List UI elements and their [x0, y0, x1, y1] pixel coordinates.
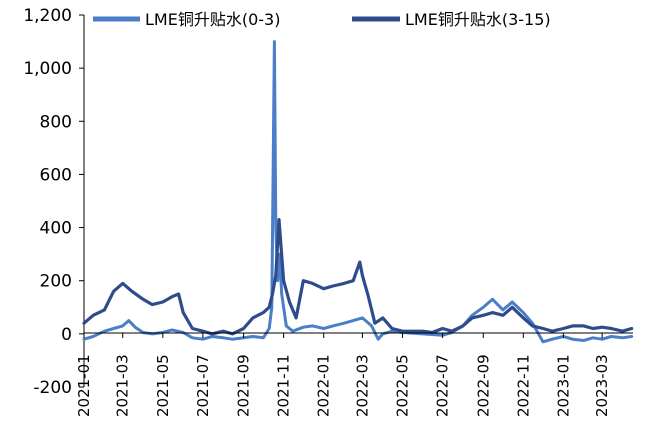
- y-tick-label: -200: [33, 378, 72, 398]
- x-tick-label: 2021-05: [154, 354, 172, 417]
- x-tick-label: 2021-03: [114, 354, 132, 417]
- y-axis: -200 0 200 400 600 800 1,000 1,200: [23, 6, 85, 398]
- series-line-0-3: [82, 40, 634, 344]
- y-tick-label: 800: [40, 112, 72, 132]
- x-tick-label: 2021-07: [194, 354, 212, 417]
- x-tick-label: 2022-09: [474, 354, 492, 417]
- x-tick-label: 2023-01: [554, 354, 572, 417]
- y-tick-label: 0: [61, 325, 72, 345]
- y-tick-label: 400: [40, 219, 72, 239]
- x-tick-label: 2022-05: [393, 354, 411, 417]
- series-line-3-15: [82, 218, 634, 336]
- x-tick-label: 2022-01: [315, 354, 333, 417]
- y-tick-label: 200: [40, 272, 72, 292]
- legend-label-3-15: LME铜升贴水(3-15): [405, 10, 551, 29]
- x-tick-label: 2023-03: [593, 354, 611, 417]
- x-tick-label: 2021-01: [75, 354, 93, 417]
- legend-label-0-3: LME铜升贴水(0-3): [145, 10, 280, 29]
- x-tick-label: 2022-03: [353, 354, 371, 417]
- x-tick-label: 2021-11: [275, 354, 293, 417]
- x-tick-label: 2022-07: [434, 354, 452, 417]
- legend: LME铜升贴水(0-3) LME铜升贴水(3-15): [93, 10, 551, 29]
- y-tick-label: 600: [40, 165, 72, 185]
- x-axis: 2021-01 2021-03 2021-05 2021-07 2021-09 2021-…: [75, 332, 633, 417]
- series-layer: [82, 40, 634, 344]
- x-tick-label: 2021-09: [235, 354, 253, 417]
- y-tick-label: 1,000: [23, 59, 72, 79]
- x-tick-label: 2022-11: [514, 354, 532, 417]
- y-tick-label: 1,200: [23, 6, 72, 26]
